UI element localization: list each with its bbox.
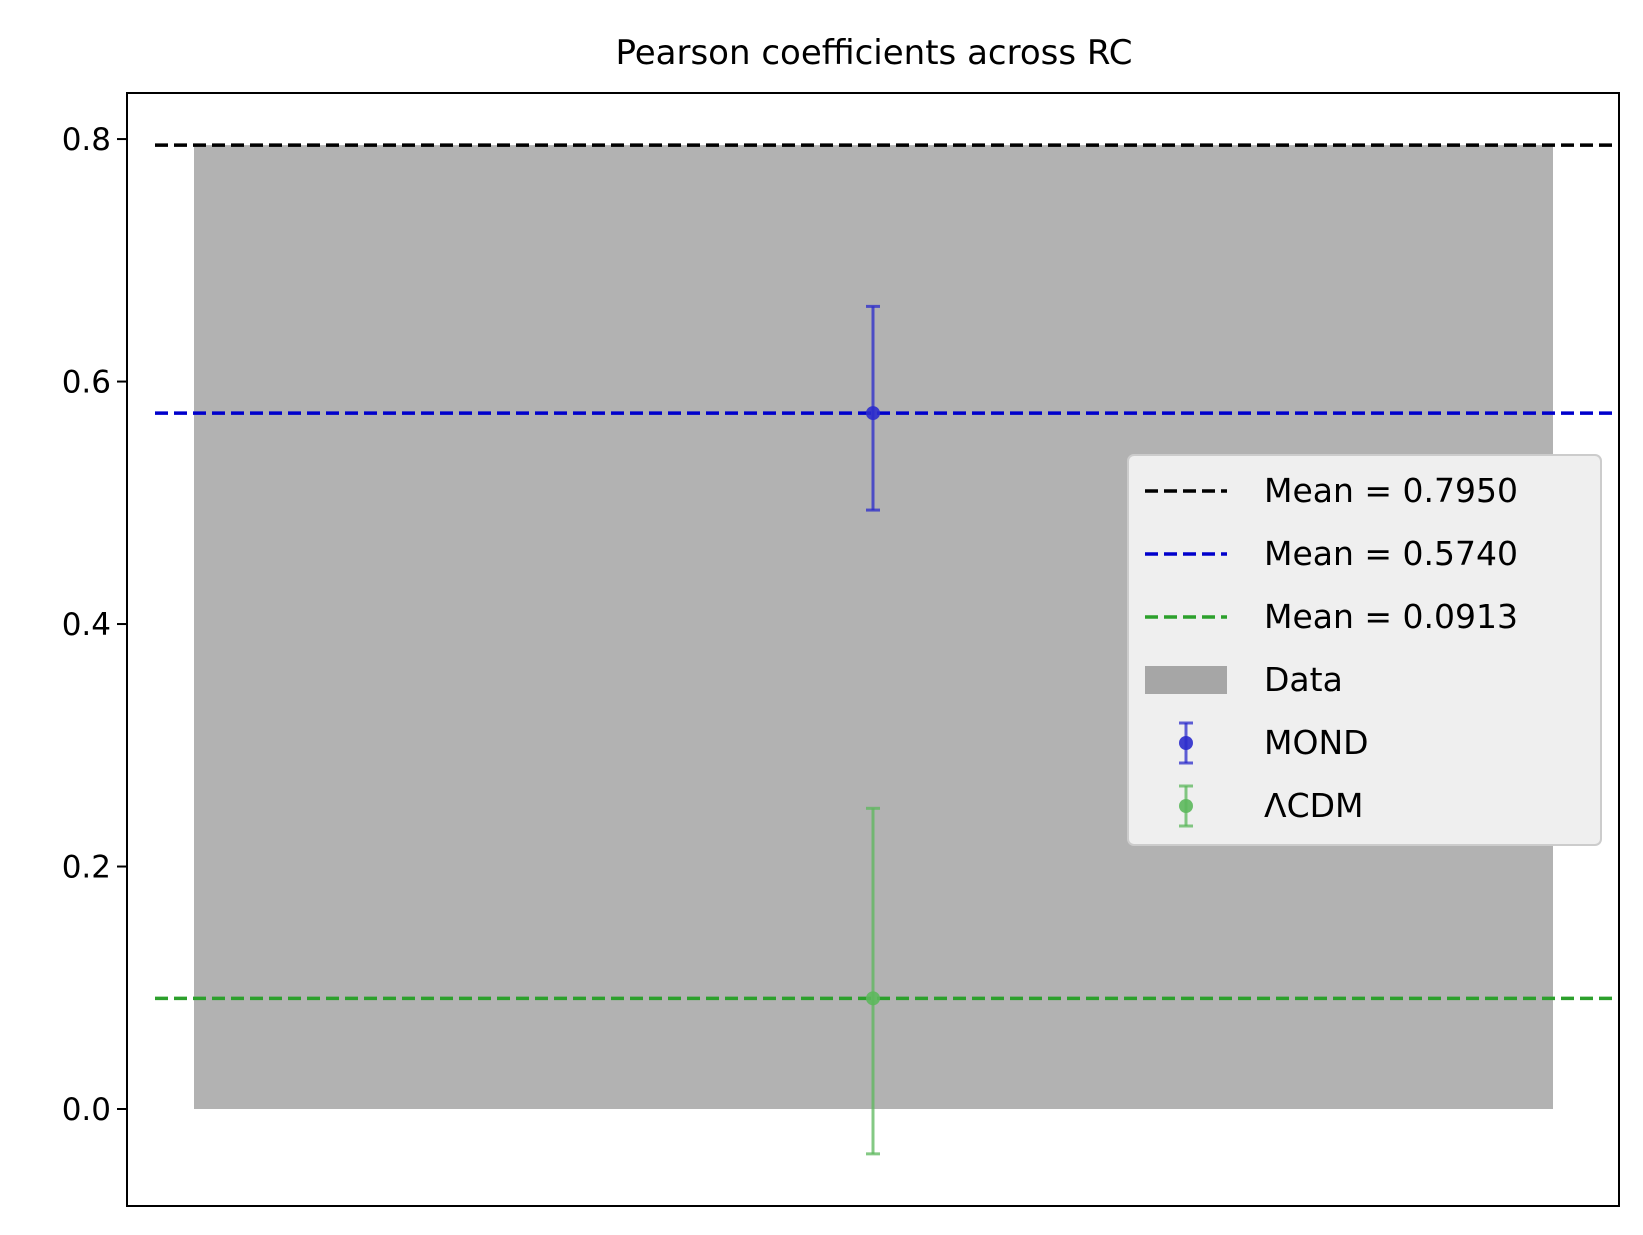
legend-patch-swatch xyxy=(1145,666,1227,694)
mean-line-layer xyxy=(155,143,1619,1001)
errorbar-layer xyxy=(866,304,880,1156)
legend-label: Data xyxy=(1264,660,1343,699)
legend-item-2: Mean = 0.0913 xyxy=(1145,597,1518,636)
plot-frame xyxy=(126,92,1620,1207)
legend-label: ΛCDM xyxy=(1264,786,1364,825)
y-tick-label: 0.6 xyxy=(62,365,111,401)
legend-item-5: ΛCDM xyxy=(1179,784,1364,828)
legend-item-3: Data xyxy=(1145,660,1343,699)
legend-errorbar-point xyxy=(1179,799,1193,813)
legend-label: Mean = 0.5740 xyxy=(1264,534,1518,573)
legend-label: MOND xyxy=(1264,723,1369,762)
legend-item-1: Mean = 0.5740 xyxy=(1145,534,1518,573)
errorbar-point xyxy=(866,991,880,1006)
legend-box xyxy=(1127,454,1602,846)
legend-item-4: MOND xyxy=(1179,721,1369,765)
legend-item-0: Mean = 0.7950 xyxy=(1145,471,1518,510)
legend-errorbar-point xyxy=(1179,736,1193,750)
legend: Mean = 0.7950 Mean = 0.5740 Mean = 0.0913 D… xyxy=(1127,454,1602,846)
y-tick-label: 0.0 xyxy=(62,1092,111,1128)
legend-label: Mean = 0.7950 xyxy=(1264,471,1518,510)
chart-title: Pearson coefficients across RC xyxy=(615,33,1132,73)
y-tick-label: 0.8 xyxy=(62,122,111,158)
y-tick-label: 0.2 xyxy=(62,850,111,886)
y-axis: 0.0 0.2 0.4 0.6 0.8 xyxy=(62,122,127,1128)
legend-label: Mean = 0.0913 xyxy=(1264,597,1518,636)
errorbar-1 xyxy=(866,806,880,1156)
errorbar-point xyxy=(866,406,880,421)
errorbar-0 xyxy=(866,304,880,512)
y-tick-label: 0.4 xyxy=(62,607,111,643)
